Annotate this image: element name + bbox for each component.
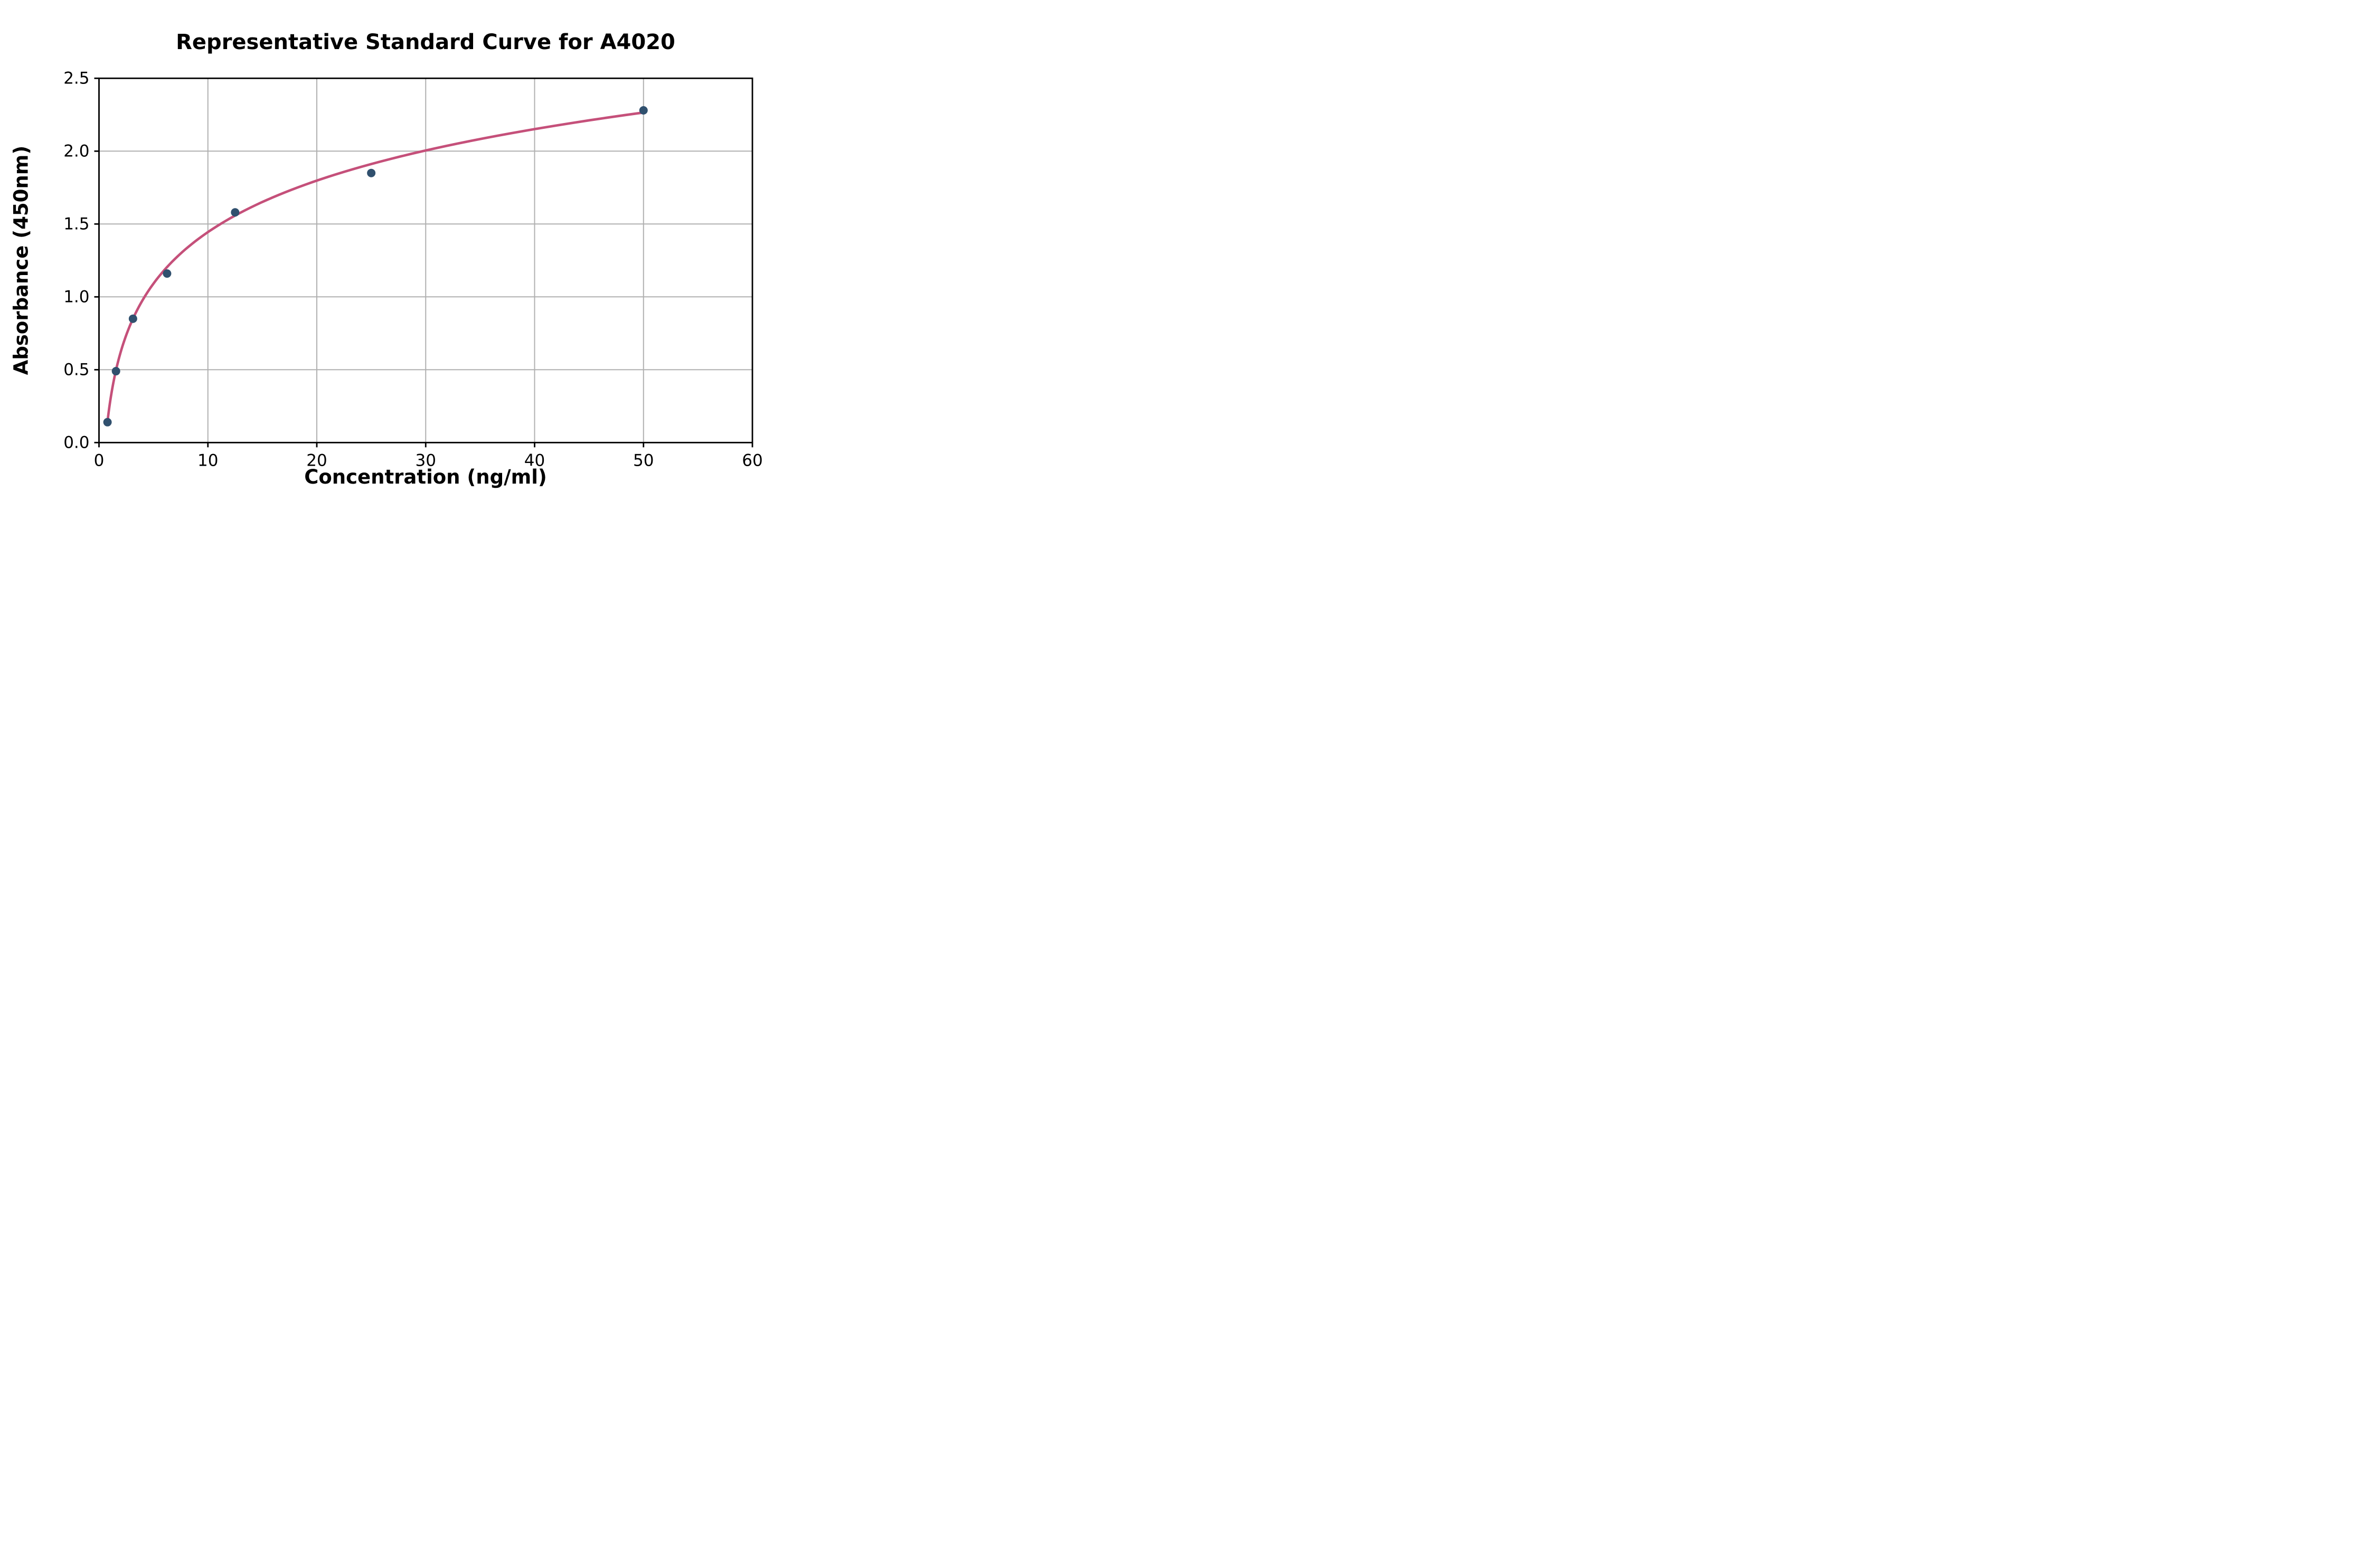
y-tick-label: 2.5 <box>63 69 89 88</box>
y-tick-label: 0.0 <box>63 433 89 452</box>
x-tick-label: 20 <box>306 451 327 470</box>
x-tick-label: 0 <box>94 451 105 470</box>
data-point <box>639 106 648 115</box>
x-tick-label: 50 <box>633 451 654 470</box>
plot-area: 0 10 20 30 40 50 60 0.0 0.5 1.0 1.5 2.0 2.5 <box>63 69 763 470</box>
data-point <box>103 418 112 427</box>
standard-curve-figure: 0 10 20 30 40 50 60 0.0 0.5 1.0 1.5 2.0 2.5 Represen… <box>0 0 792 523</box>
y-tick-label: 1.5 <box>63 214 89 233</box>
x-tick-label: 40 <box>524 451 545 470</box>
y-tick-label: 1.0 <box>63 287 89 306</box>
x-axis-label: Concentration (ng/ml) <box>304 466 547 488</box>
data-point <box>128 314 137 323</box>
x-tick-label: 30 <box>416 451 436 470</box>
data-point <box>367 168 376 177</box>
data-point <box>163 269 172 278</box>
data-point <box>231 208 240 217</box>
chart-title: Representative Standard Curve for A4020 <box>176 30 675 54</box>
data-point <box>111 367 120 376</box>
y-tick-label: 2.0 <box>63 141 89 160</box>
y-axis-label: Absorbance (450nm) <box>10 145 33 375</box>
x-tick-label: 10 <box>197 451 218 470</box>
y-tick-label: 0.5 <box>63 360 89 379</box>
x-tick-label: 60 <box>742 451 762 470</box>
fit-curve <box>106 111 645 423</box>
